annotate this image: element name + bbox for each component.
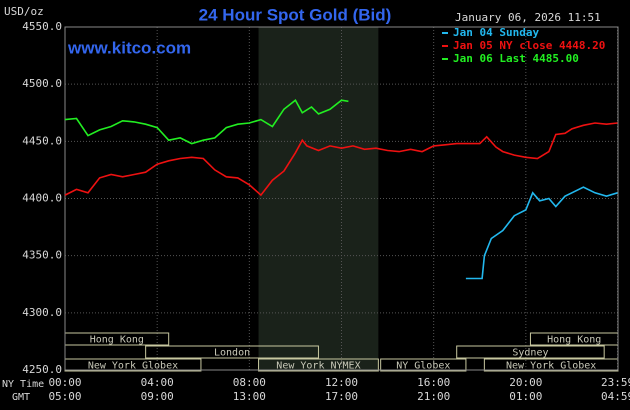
plot-frame [64,26,619,371]
legend-label: Jan 04 Sunday [453,26,539,39]
session-label: Hong Kong [547,335,601,346]
gmt-tick-label: 04:59 [601,390,630,403]
y-tick-label: 4400.0 [22,192,62,205]
y-tick-label: 4350.0 [22,249,62,262]
legend-label: Jan 05 NY close 4448.20 [453,39,605,52]
y-tick-label: 4250.0 [22,363,62,376]
session-label: New York Globex [506,361,596,372]
x-tick-label: 12:00 [325,376,358,389]
y-tick-label: 4550.0 [22,20,62,33]
session-label: Sydney [512,348,548,359]
session-box [145,345,319,359]
session-label: New York NYMEX [276,361,360,372]
x-tick-label: 23:59 [601,376,630,389]
gmt-tick-label: 01:00 [509,390,542,403]
session-label: Hong Kong [90,335,144,346]
x-tick-label: 04:00 [141,376,174,389]
gmt-tick-label: 17:00 [325,390,358,403]
series-line [64,98,349,145]
session-label: New York Globex [88,361,178,372]
website: www.kitco.com [67,38,191,57]
gmt-tick-label: 21:00 [417,390,450,403]
session-label: London [214,348,250,359]
y-tick-label: 4500.0 [22,77,62,90]
x-tick-label: 16:00 [417,376,450,389]
gmt-tick-label: 13:00 [233,390,266,403]
session-box [258,358,379,372]
series-line [64,122,618,197]
legend-label: Jan 06 Last 4485.00 [453,52,579,65]
y-unit: USD/oz [4,5,44,18]
chart-title: 24 Hour Spot Gold (Bid) [199,5,392,24]
gmt-tick-label: 05:00 [48,390,81,403]
timestamp: January 06, 2026 11:51 [455,11,601,24]
x-tick-label: 08:00 [233,376,266,389]
session-box [380,358,467,372]
gmt-label: GMT [12,392,30,403]
session-box [456,345,605,359]
x-tick-label: 20:00 [509,376,542,389]
y-tick-label: 4450.0 [22,134,62,147]
gmt-tick-label: 09:00 [141,390,174,403]
series-line [465,186,618,280]
ny-time-label: NY Time [2,379,44,390]
session-shade [258,27,379,370]
x-tick-label: 00:00 [48,376,81,389]
y-tick-label: 4300.0 [22,306,62,319]
session-label: NY Globex [396,361,450,372]
